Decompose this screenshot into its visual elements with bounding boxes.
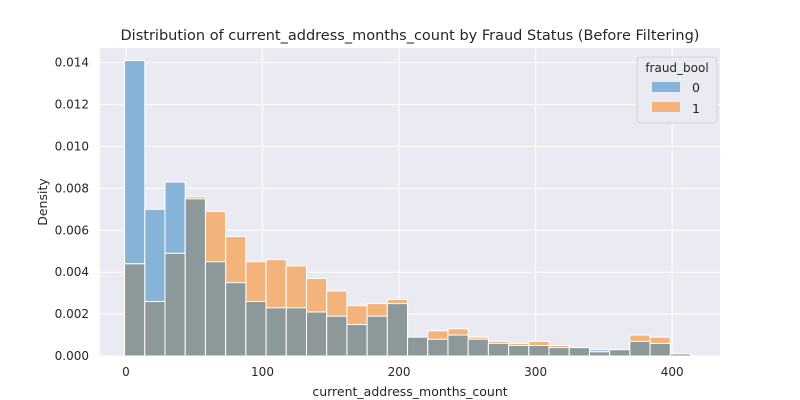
legend: fraud_bool 0 1 — [636, 56, 718, 124]
overlap-bars — [124, 198, 692, 357]
y-tick-label: 0.002 — [55, 307, 89, 321]
legend-title: fraud_bool — [645, 61, 708, 75]
overlap-bar — [629, 340, 651, 357]
overlap-bar — [487, 342, 510, 357]
legend-swatch-0 — [652, 82, 680, 92]
y-tick-label: 0.006 — [55, 223, 89, 237]
legend-swatch-1 — [652, 102, 680, 112]
x-axis-label: current_address_months_count — [312, 384, 507, 399]
legend-label-0: 0 — [692, 80, 700, 95]
x-axis-ticks: 0 100 200 300 400 — [122, 365, 684, 379]
overlap-bar — [548, 347, 570, 357]
overlap-bar — [346, 324, 368, 357]
overlap-bar — [386, 303, 409, 357]
overlap-bar — [184, 198, 206, 357]
overlap-bar — [568, 347, 590, 357]
y-tick-label: 0.014 — [55, 56, 89, 70]
overlap-bar — [407, 336, 429, 357]
y-tick-label: 0.012 — [55, 98, 89, 112]
y-tick-label: 0.008 — [55, 181, 89, 195]
overlap-bar — [508, 345, 530, 357]
x-tick-label: 100 — [251, 365, 274, 379]
overlap-bar — [649, 342, 671, 357]
y-tick-label: 0.004 — [55, 265, 89, 279]
y-tick-label: 0.000 — [55, 349, 89, 363]
overlap-bar — [326, 315, 348, 357]
y-tick-label: 0.010 — [55, 139, 89, 153]
x-tick-label: 300 — [524, 365, 547, 379]
x-tick-label: 200 — [388, 365, 411, 379]
legend-label-1: 1 — [692, 101, 700, 116]
y-axis-label: Density — [35, 178, 50, 226]
overlap-bar — [225, 282, 247, 357]
overlap-bar — [245, 301, 267, 357]
overlap-bar — [366, 315, 388, 357]
overlap-bar — [427, 338, 449, 357]
chart-title: Distribution of current_address_months_c… — [121, 28, 700, 44]
overlap-bar — [609, 349, 631, 357]
overlap-bar — [285, 307, 307, 357]
overlap-bar — [124, 263, 146, 357]
overlap-bar — [164, 252, 186, 357]
overlap-bar — [528, 345, 550, 357]
x-tick-label: 400 — [661, 365, 684, 379]
x-tick-label: 0 — [122, 365, 130, 379]
overlap-bar — [467, 338, 489, 357]
overlap-bar — [305, 311, 328, 357]
overlap-bar — [144, 301, 166, 357]
overlap-bar — [204, 261, 227, 357]
overlap-bar — [447, 334, 469, 357]
overlap-bar — [588, 351, 611, 357]
overlap-bar — [669, 353, 692, 357]
overlap-bar — [265, 307, 287, 357]
y-axis-ticks: 0.000 0.002 0.004 0.006 0.008 0.010 0.012 0.014 — [55, 56, 89, 363]
